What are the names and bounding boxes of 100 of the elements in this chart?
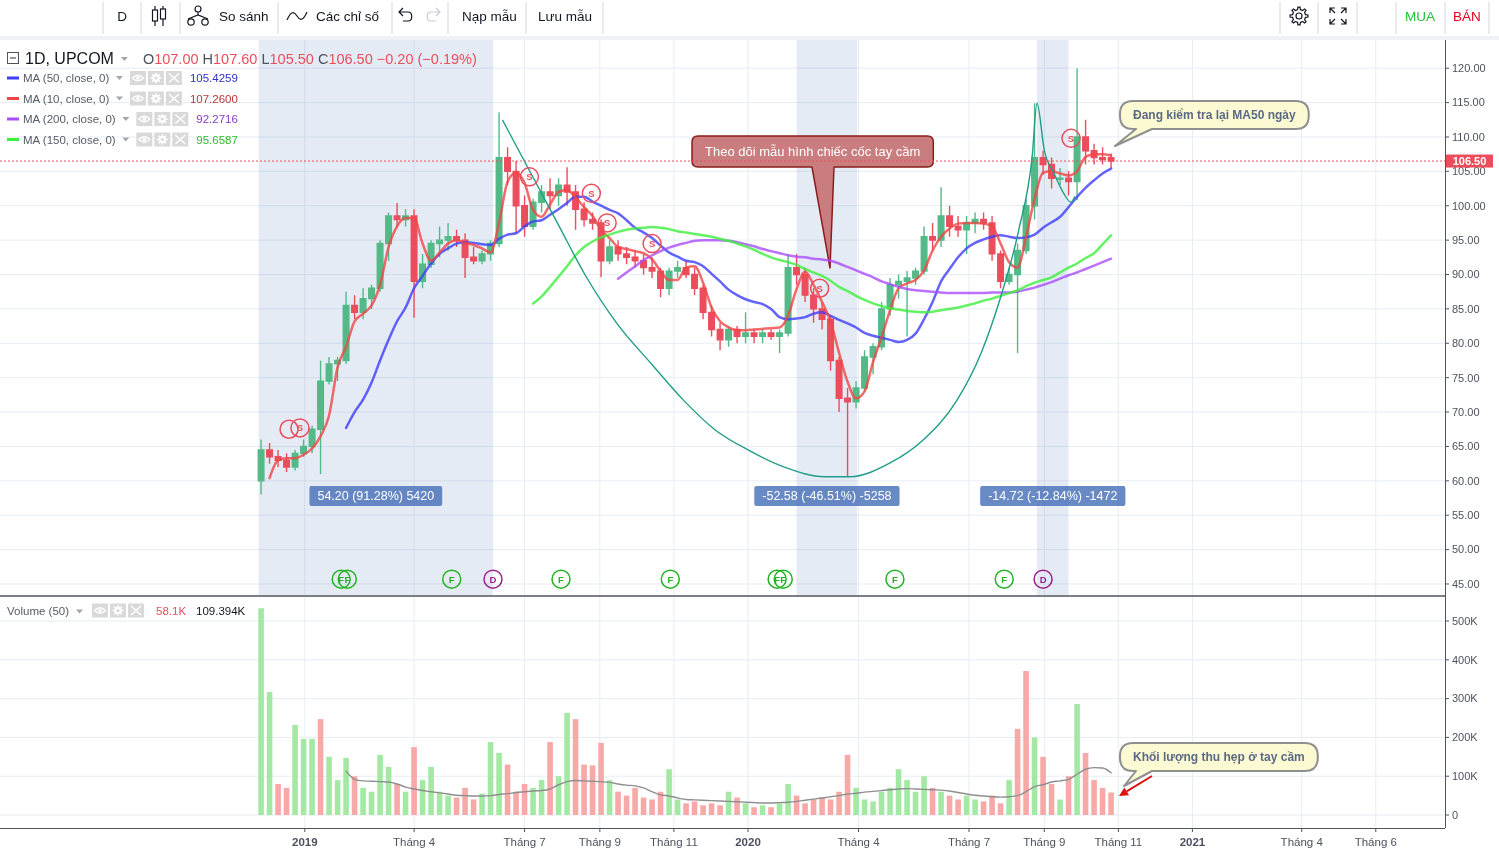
bar [691,801,698,815]
bar [836,791,842,815]
annotation: Khối lượng thu hẹp ở tay cầm [1133,750,1305,765]
legend-label: MA (150, close, 0) [23,133,116,146]
bar [394,783,400,815]
line-series [345,766,1112,804]
bar [887,787,893,815]
y-tick-label: 105.00 [1452,165,1486,178]
bar [666,769,672,815]
data-label: F [774,573,781,585]
text: 1D, UPCOM [25,50,114,67]
text: Lưu mẫu [538,9,593,24]
x-tick-label: Tháng 4 [837,836,881,848]
point [551,569,571,589]
bar [989,795,995,815]
candlestick [954,215,962,238]
bar [785,783,791,815]
candlestick [257,438,265,496]
data-label: F [448,573,455,585]
point [642,233,662,254]
candlestick [759,328,767,344]
candlestick [1065,170,1073,197]
bar [292,724,298,815]
x-tick-label: Tháng 9 [1023,836,1066,848]
point [279,419,299,440]
y-tick-label: 115.00 [1452,96,1485,109]
bar [853,787,859,815]
candlestick [606,239,614,265]
candlestick [716,321,724,351]
point [519,167,540,187]
bar [776,803,783,815]
annotation: 58.1K [156,604,187,617]
data-label: D [1039,573,1047,585]
y-tick-label: 55.00 [1452,509,1480,522]
y-tick-label: 120.00 [1452,62,1486,75]
ref-line-label: 106.50 [1452,154,1487,167]
bar [861,799,868,815]
y-tick-label: 200K [1452,731,1479,744]
candlestick [946,205,954,238]
bar [819,797,825,815]
bar [462,787,468,815]
data-label: F [338,573,345,585]
bar [1023,671,1029,815]
point [885,569,905,589]
bar [768,807,774,815]
annotation: 92.2716 [196,113,238,125]
bar [759,805,766,815]
x-tick-label: Tháng 7 [503,836,546,848]
text: Các chỉ số [316,9,380,24]
data-label: F [667,573,674,585]
data-label: S [648,237,656,249]
y-tick-label: 65.00 [1452,440,1480,453]
candlestick [351,294,359,320]
candlestick [742,311,750,344]
y-tick-label: 70.00 [1452,405,1480,418]
annotation: 107.2600 [189,92,238,105]
text: Volume (50) [7,604,70,617]
bar [360,787,366,815]
point [483,569,503,589]
x-tick-label: Tháng 11 [650,836,698,848]
data-label: F [558,573,565,585]
data-label: F [1001,573,1008,585]
y-tick-label: 75.00 [1452,371,1480,384]
bar [326,756,332,815]
bar [742,803,749,815]
bar [980,801,987,815]
candlestick [920,225,928,276]
x-tick-label: 2019 [291,836,318,848]
band-label: 54.20 (91.28%) 5420 [317,489,435,504]
candlestick [266,442,274,465]
candlestick [895,273,903,300]
legend-label: MA (200, close, 0) [23,113,116,125]
candlestick [793,253,801,286]
legend-label: MA (10, close, 0) [23,92,110,105]
bar [581,764,587,815]
bar [827,799,834,815]
y-tick-label: 50.00 [1452,543,1480,556]
y-tick-label: 45.00 [1452,577,1480,590]
data-label: S [588,187,595,199]
candlestick [1056,167,1064,186]
bar [649,799,655,815]
bar [1091,780,1097,815]
point [1061,128,1081,149]
legend-label: MA (50, close, 0) [23,72,110,84]
x-tick-label: Tháng 6 [1354,836,1397,848]
text: Nạp mẫu [462,9,517,24]
band-label: -14.72 (-12.84%) -1472 [988,489,1118,504]
point [441,569,462,589]
bar [870,801,876,815]
y-tick-label: 90.00 [1452,268,1480,281]
y-tick-label: 85.00 [1452,302,1480,315]
y-tick-label: 60.00 [1452,474,1480,487]
bar [674,799,681,815]
y-tick-label: 80.00 [1452,337,1480,350]
bar [938,791,944,815]
band-label: -52.58 (-46.51%) -5258 [762,489,892,504]
point [660,569,681,589]
x-tick-label: Tháng 9 [578,836,621,848]
bar [751,807,757,815]
bar [1040,756,1046,815]
